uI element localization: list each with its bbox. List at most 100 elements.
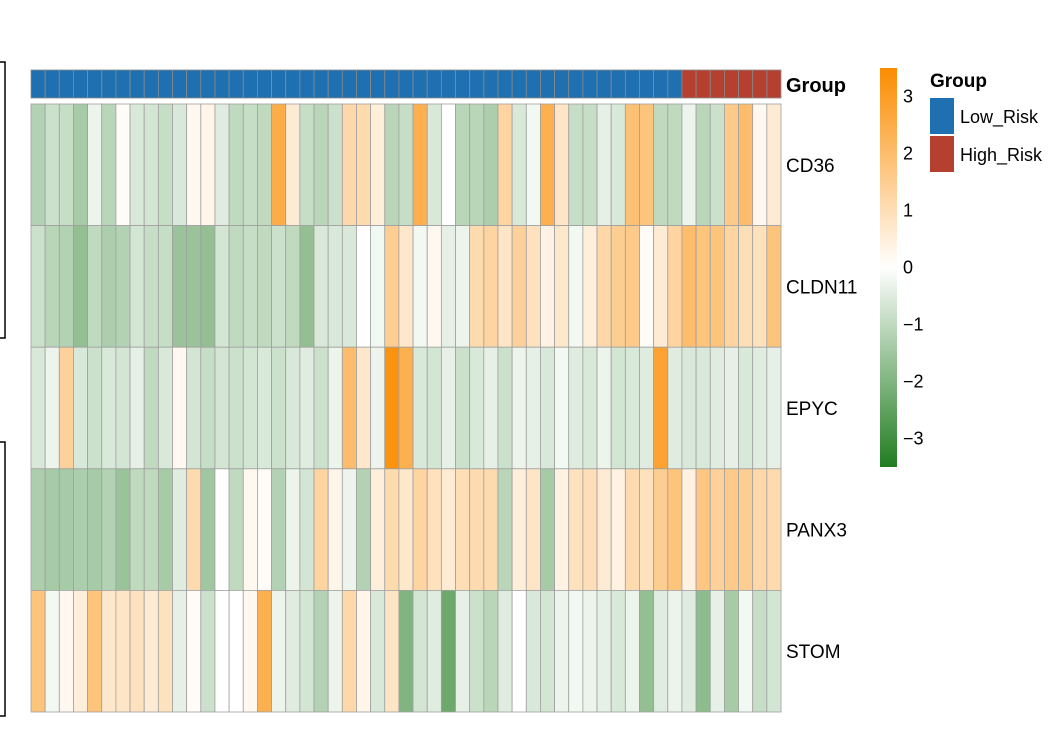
heatmap-cell [681, 468, 697, 591]
heatmap-cell [540, 103, 555, 226]
heatmap-cell [242, 103, 258, 226]
heatmap-cell [667, 590, 683, 713]
annotation-cell [271, 69, 287, 99]
annotation-cell [568, 69, 584, 99]
heatmap-cell [412, 468, 428, 591]
heatmap-cell [200, 346, 216, 470]
heatmap-cell [752, 346, 768, 470]
annotation-cell [73, 69, 89, 99]
heatmap-cell [610, 590, 626, 713]
annotation-cell [30, 69, 46, 99]
heatmap-cell [455, 103, 471, 226]
heatmap-cell [709, 103, 725, 226]
heatmap-cell [540, 225, 555, 348]
heatmap-cell [752, 468, 768, 591]
heatmap-cell [709, 590, 725, 713]
heatmap-cell [384, 225, 400, 348]
heatmap-cell [73, 346, 89, 470]
heatmap-cell [299, 468, 315, 591]
heatmap-cell [426, 468, 442, 591]
annotation-cell [157, 69, 173, 99]
heatmap-cell [143, 103, 159, 226]
heatmap-cell [440, 590, 456, 713]
annotation-cell [681, 69, 697, 99]
color-scale-bar [880, 68, 897, 467]
heatmap-cell [370, 225, 386, 348]
heatmap-cell [695, 103, 711, 226]
heatmap-cell [681, 225, 697, 348]
annotation-cell [426, 69, 442, 99]
annotation-cell [723, 69, 739, 99]
heatmap-cell [228, 468, 244, 591]
heatmap-cell [299, 103, 315, 226]
heatmap-cell [186, 103, 202, 226]
heatmap-cell [766, 103, 782, 226]
annotation-cell [610, 69, 626, 99]
heatmap-cell [412, 346, 428, 470]
heatmap-cell [525, 468, 541, 591]
heatmap-cell [30, 103, 46, 226]
heatmap-cell [469, 590, 485, 713]
heatmap-cell [440, 346, 456, 470]
heatmap-cell [271, 590, 287, 713]
heatmap-cell [511, 225, 527, 348]
annotation-cell [766, 69, 782, 99]
heatmap-cell [214, 468, 230, 591]
heatmap-cell [440, 103, 456, 226]
heatmap-cell [596, 590, 612, 713]
heatmap-cell [129, 225, 145, 348]
annotation-cell [341, 69, 357, 99]
heatmap-cell [157, 103, 173, 226]
color-scale-tick-label: −2 [903, 372, 924, 392]
heatmap-cell [143, 225, 159, 348]
heatmap-cell [568, 103, 584, 226]
heatmap-cell [752, 590, 768, 713]
heatmap-cell [681, 346, 697, 470]
annotation-cell [667, 69, 683, 99]
heatmap-cell [30, 590, 46, 713]
heatmap-cell [738, 103, 754, 226]
heatmap-cell [624, 225, 640, 348]
heatmap-cell [143, 346, 159, 470]
annotation-cell [497, 69, 513, 99]
heatmap-cell [653, 225, 669, 348]
heatmap-cell [327, 103, 343, 226]
annotation-cell [455, 69, 471, 99]
heatmap-cells [30, 103, 782, 713]
heatmap-cell [285, 225, 301, 348]
heatmap-cell [73, 225, 89, 348]
heatmap-cell [384, 468, 400, 591]
heatmap-cell [157, 225, 173, 348]
annotation-cell [554, 69, 570, 99]
annotation-cell [285, 69, 301, 99]
group-legend-label: Low_Risk [960, 107, 1039, 128]
heatmap-cell [469, 225, 485, 348]
heatmap-cell [639, 346, 655, 470]
heatmap-cell [299, 225, 315, 348]
heatmap-cell [497, 468, 513, 591]
heatmap-cell [341, 103, 357, 226]
color-scale-tick-label: −1 [903, 315, 924, 335]
heatmap-cell [200, 225, 216, 348]
heatmap-cell [554, 103, 570, 226]
color-scale-tick-label: 3 [903, 87, 913, 107]
annotation-cell [639, 69, 655, 99]
heatmap-cell [30, 346, 46, 470]
heatmap-cell [172, 103, 188, 226]
heatmap-cell [695, 468, 711, 591]
heatmap-cell [115, 225, 131, 348]
heatmap-cell [370, 468, 386, 591]
heatmap-cell [257, 225, 272, 348]
heatmap-cell [398, 103, 414, 226]
heatmap-cell [497, 346, 513, 470]
annotation-cell [540, 69, 555, 99]
heatmap-cell [723, 346, 739, 470]
heatmap-cell [624, 468, 640, 591]
heatmap-cell [313, 225, 329, 348]
heatmap-cell [440, 225, 456, 348]
heatmap-cell [87, 590, 103, 713]
heatmap-cell [667, 103, 683, 226]
color-scale-tick-label: −3 [903, 429, 924, 449]
heatmap-cell [370, 590, 386, 713]
heatmap-cell [483, 468, 499, 591]
